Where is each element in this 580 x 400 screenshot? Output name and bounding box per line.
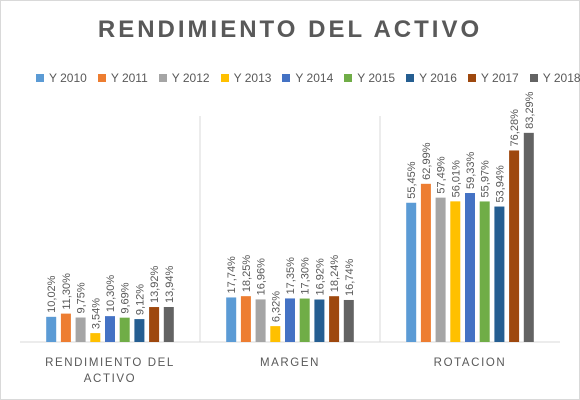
legend-item: Y 2014 bbox=[282, 70, 333, 86]
legend-label: Y 2011 bbox=[110, 71, 148, 85]
data-label: 13,92% bbox=[149, 266, 161, 304]
bar bbox=[343, 299, 354, 342]
data-label: 3,54% bbox=[90, 298, 102, 329]
bar bbox=[420, 183, 431, 342]
legend-swatch bbox=[220, 74, 229, 82]
bar bbox=[285, 298, 295, 342]
data-label: 17,74% bbox=[226, 256, 238, 294]
chart-title: RENDIMIENTO DEL ACTIVO bbox=[97, 16, 483, 43]
legend-item: Y 2018 bbox=[529, 70, 580, 86]
data-label: 55,97% bbox=[480, 160, 492, 198]
legend-swatch bbox=[282, 74, 291, 82]
bar bbox=[479, 201, 490, 342]
data-label: 9,69% bbox=[120, 282, 132, 313]
bar bbox=[134, 319, 145, 342]
data-label: 55,45% bbox=[406, 161, 418, 199]
bar bbox=[465, 193, 475, 342]
data-label: 10,30% bbox=[105, 275, 117, 313]
legend-item: Y 2016 bbox=[406, 70, 457, 86]
bar bbox=[240, 296, 251, 342]
legend-label: Y 2014 bbox=[295, 71, 334, 85]
bar bbox=[90, 333, 101, 342]
legend-label: Y 2018 bbox=[542, 71, 580, 85]
legend-label: Y 2017 bbox=[480, 71, 519, 85]
bar bbox=[523, 132, 534, 342]
bar bbox=[329, 296, 340, 342]
data-label: 53,94% bbox=[494, 165, 506, 203]
legend-swatch bbox=[344, 74, 353, 82]
legend-item: Y 2017 bbox=[467, 70, 519, 86]
legend-label: Y 2010 bbox=[49, 71, 87, 85]
data-label: 9,75% bbox=[76, 282, 88, 313]
category-label: ROTACION bbox=[434, 357, 507, 369]
data-label: 13,94% bbox=[164, 265, 176, 303]
legend-item: Y 2015 bbox=[344, 70, 395, 86]
bar bbox=[226, 297, 237, 342]
bar bbox=[435, 197, 446, 342]
bar bbox=[119, 317, 130, 342]
data-label: 59,33% bbox=[465, 151, 477, 189]
legend-item: Y 2012 bbox=[158, 70, 210, 86]
data-label: 17,30% bbox=[300, 257, 312, 295]
bar bbox=[75, 317, 86, 342]
legend-label: Y 2013 bbox=[233, 71, 272, 85]
legend-swatch bbox=[529, 74, 538, 82]
legend-item: Y 2011 bbox=[97, 70, 148, 86]
legend-item: Y 2010 bbox=[36, 70, 87, 86]
legend-label: Y 2012 bbox=[171, 71, 210, 85]
legend-item: Y 2013 bbox=[220, 70, 272, 86]
data-label: 18,24% bbox=[329, 255, 341, 293]
legend-swatch bbox=[467, 74, 476, 82]
data-label: 10,02% bbox=[46, 275, 58, 313]
data-label: 62,99% bbox=[421, 142, 433, 180]
bar bbox=[270, 326, 281, 342]
data-label: 57,49% bbox=[436, 156, 448, 194]
bar bbox=[60, 313, 71, 342]
legend-swatch bbox=[406, 74, 415, 82]
legend-swatch bbox=[36, 74, 44, 82]
data-label: 9,12% bbox=[134, 284, 146, 315]
data-label: 76,28% bbox=[509, 109, 521, 147]
chart-legend: Y 2010 Y 2011 Y 2012 Y 2013 Y 2014 Y 2015 Y 20… bbox=[36, 70, 580, 86]
data-label: 6,32% bbox=[270, 291, 282, 322]
data-label: 16,92% bbox=[314, 258, 326, 296]
bar bbox=[105, 316, 115, 342]
legend-swatch bbox=[158, 74, 167, 82]
legend-label: Y 2016 bbox=[419, 71, 457, 85]
data-label: 18,25% bbox=[241, 255, 253, 293]
bar bbox=[163, 306, 174, 342]
bar bbox=[494, 206, 505, 342]
data-label: 16,96% bbox=[256, 258, 268, 296]
category-label: MARGEN bbox=[260, 357, 320, 369]
data-label: 11,30% bbox=[61, 273, 73, 310]
bar bbox=[255, 299, 266, 342]
data-label: 17,35% bbox=[285, 257, 297, 295]
data-label: 56,01% bbox=[450, 160, 462, 198]
bar bbox=[149, 307, 160, 342]
bar bbox=[450, 201, 461, 342]
data-label: 16,74% bbox=[344, 258, 356, 296]
category-label: ACTIVO bbox=[84, 373, 136, 385]
bar bbox=[299, 298, 310, 342]
legend-swatch bbox=[97, 74, 106, 82]
legend-label: Y 2015 bbox=[357, 71, 396, 85]
category-label: RENDIMIENTO DEL bbox=[45, 357, 175, 369]
bar bbox=[406, 202, 417, 342]
bar bbox=[314, 299, 325, 342]
bar bbox=[46, 316, 57, 342]
data-label: 83,29% bbox=[524, 91, 536, 129]
bar bbox=[509, 150, 520, 342]
